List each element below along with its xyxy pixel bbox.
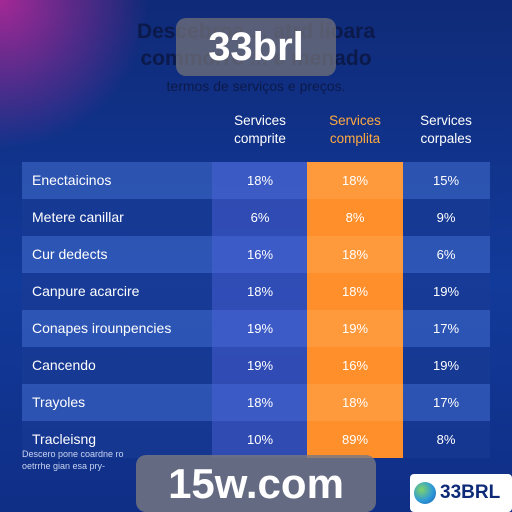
row-label: Trayoles — [32, 394, 86, 410]
comparison-table: Enectaicinos 18% 18% 15% Metere canillar… — [22, 162, 490, 458]
cell-col-3: 17% — [432, 395, 460, 410]
table-row: Cur dedects 16% 18% 6% — [22, 236, 490, 273]
row-label: Conapes irounpencies — [32, 320, 172, 336]
cell-col-3: 17% — [432, 321, 460, 336]
footnote: Descero pone coardne ro oetrrhe gian esa… — [22, 448, 124, 472]
row-label: Enectaicinos — [32, 172, 112, 188]
cell-col-1: 19% — [212, 347, 308, 384]
column-header-3-line2: corpales — [420, 131, 472, 146]
cell-col-3: 8% — [436, 432, 456, 447]
cell-col-3: 9% — [436, 210, 456, 225]
column-header-2: Services complita — [307, 112, 403, 148]
column-header-2-line2: complita — [329, 131, 381, 146]
footnote-line-1: Descero pone coardne ro — [22, 449, 124, 459]
cell-col-1: 18% — [212, 162, 308, 199]
table-row: Metere canillar 6% 8% 9% — [22, 199, 490, 236]
cell-col-2: 18% — [307, 162, 403, 199]
row-label: Tracleisng — [32, 431, 97, 447]
cell-col-2: 18% — [307, 384, 403, 421]
column-headers: Services comprite Services complita Serv… — [0, 112, 512, 156]
footnote-line-2: oetrrhe gian esa pry- — [22, 461, 106, 471]
brand-watermark: 33brl — [176, 18, 336, 76]
brand-logo: 33BRL — [410, 474, 512, 512]
cell-col-2: 16% — [307, 347, 403, 384]
column-header-2-line1: Services — [329, 113, 381, 128]
cell-col-2: 18% — [307, 236, 403, 273]
cell-col-1: 19% — [212, 310, 308, 347]
cell-col-3: 15% — [432, 173, 460, 188]
column-header-1-line1: Services — [234, 113, 286, 128]
cell-col-2: 19% — [307, 310, 403, 347]
logo-text: 33BRL — [440, 482, 501, 503]
cell-col-3: 19% — [432, 358, 460, 373]
cell-col-2: 18% — [307, 273, 403, 310]
table-row: Cancendo 19% 16% 19% — [22, 347, 490, 384]
cell-col-1: 6% — [212, 199, 308, 236]
corner-glow — [0, 0, 150, 150]
row-label: Metere canillar — [32, 209, 124, 225]
domain-watermark: 15w.com — [136, 455, 376, 512]
cell-col-3: 6% — [436, 247, 456, 262]
column-header-1-line2: comprite — [234, 131, 286, 146]
table-row: Tracleisng 10% 89% 8% — [22, 421, 490, 458]
subtitle: termos de serviços e preços. — [166, 78, 346, 94]
cell-col-1: 16% — [212, 236, 308, 273]
cell-col-2: 89% — [307, 421, 403, 458]
table-row: Conapes irounpencies 19% 19% 17% — [22, 310, 490, 347]
table-row: Enectaicinos 18% 18% 15% — [22, 162, 490, 199]
cell-col-2: 8% — [307, 199, 403, 236]
cell-col-1: 18% — [212, 384, 308, 421]
column-header-3-line1: Services — [420, 113, 472, 128]
table-row: Trayoles 18% 18% 17% — [22, 384, 490, 421]
cell-col-3: 19% — [432, 284, 460, 299]
cell-col-1: 10% — [212, 421, 308, 458]
row-label: Cur dedects — [32, 246, 108, 262]
cell-col-1: 18% — [212, 273, 308, 310]
table-row: Canpure acarcire 18% 18% 19% — [22, 273, 490, 310]
column-header-1: Services comprite — [212, 112, 308, 148]
column-header-3: Services corpales — [402, 112, 490, 148]
globe-icon — [414, 482, 436, 504]
row-label: Cancendo — [32, 357, 96, 373]
row-label: Canpure acarcire — [32, 283, 140, 299]
